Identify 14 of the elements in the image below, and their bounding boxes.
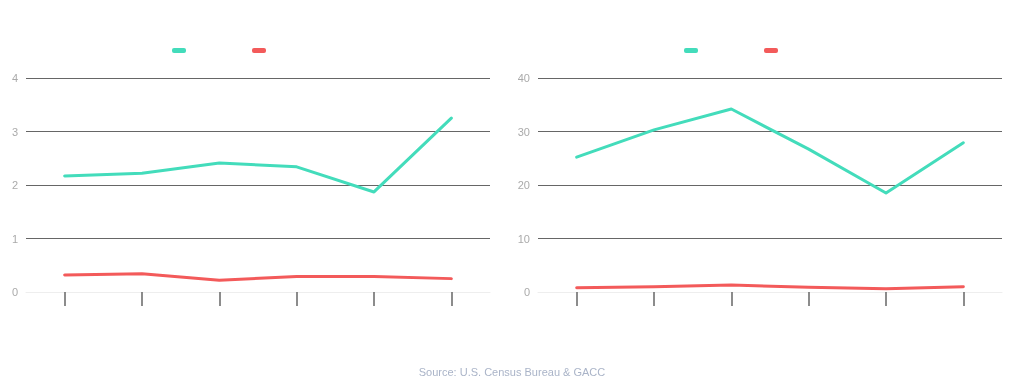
y-tick-label: 30 xyxy=(517,125,530,138)
y-tick-label: 3 xyxy=(11,125,18,138)
y-tick-label: 0 xyxy=(523,286,530,298)
y-tick-label: 40 xyxy=(517,72,530,84)
line-series xyxy=(63,272,453,282)
source-note: Source: U.S. Census Bureau & GACC xyxy=(417,366,607,378)
y-tick-label: 0 xyxy=(11,286,18,298)
y-tick-label: 2 xyxy=(11,179,18,191)
y-tick-label: 10 xyxy=(517,232,530,245)
y-tick-label: 1 xyxy=(11,232,18,245)
y-tick-label: 4 xyxy=(11,72,18,84)
line-series xyxy=(63,116,453,194)
line-series xyxy=(575,107,965,195)
y-tick-label: 20 xyxy=(517,179,530,191)
